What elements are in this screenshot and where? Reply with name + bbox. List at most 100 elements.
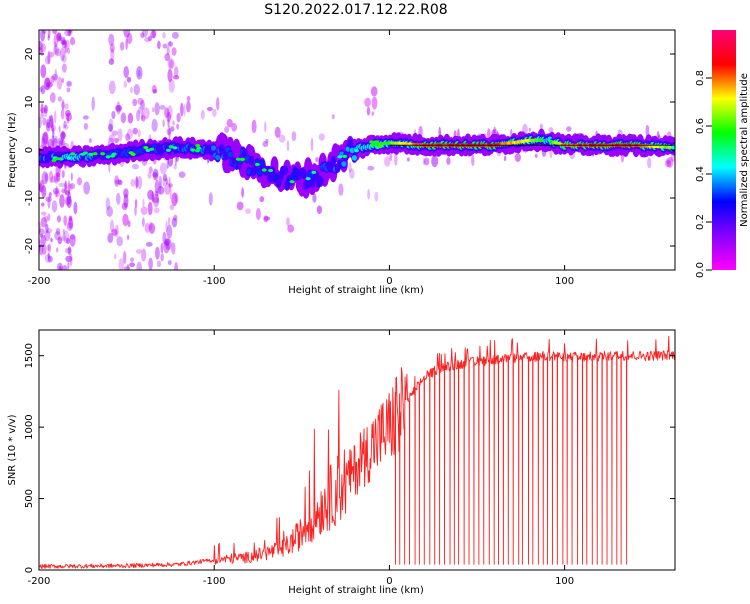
spectrogram-speckle bbox=[59, 131, 67, 140]
spectrogram-speckle bbox=[141, 248, 147, 262]
spectrogram-speckle bbox=[366, 106, 371, 116]
ridge-highlight bbox=[70, 152, 76, 156]
spectrogram-speckle bbox=[140, 206, 148, 216]
spectrogram-speckle bbox=[130, 257, 135, 263]
spectrogram-speckle bbox=[422, 158, 426, 166]
ridge-highlight bbox=[82, 151, 88, 155]
spectrogram-speckle bbox=[120, 112, 127, 124]
spectrogram-speckle bbox=[40, 216, 47, 228]
ridge-highlight bbox=[311, 170, 317, 174]
spectrogram-speckle bbox=[160, 253, 164, 262]
snr-xtick-label: -200 bbox=[28, 576, 51, 587]
spectrogram-speckle bbox=[66, 87, 71, 93]
spectrogram-speckle bbox=[236, 201, 244, 211]
spectrogram-speckle bbox=[231, 122, 238, 132]
spectrogram-speckle bbox=[160, 242, 164, 254]
snr-xtick-label: 100 bbox=[555, 576, 574, 587]
spectrogram-speckle bbox=[105, 197, 111, 211]
ridge-highlight bbox=[58, 157, 64, 161]
spectrogram-speckle bbox=[166, 157, 169, 170]
spectrogram-ytick-label: -10 bbox=[24, 190, 35, 206]
spectrogram-speckle bbox=[111, 111, 116, 119]
spectrogram-speckle bbox=[51, 135, 55, 149]
spectrogram-speckle bbox=[45, 223, 49, 234]
spectrogram-speckle bbox=[265, 138, 269, 144]
spectrogram-speckle bbox=[50, 237, 53, 243]
spectrogram-speckle bbox=[135, 249, 143, 254]
ridge-highlight bbox=[51, 158, 57, 163]
spectrogram-speckle bbox=[168, 79, 175, 93]
spectrogram-speckle bbox=[56, 215, 62, 223]
spectrogram-speckle bbox=[200, 109, 205, 120]
spectrogram-speckle bbox=[114, 253, 117, 259]
spectrogram-speckle bbox=[39, 244, 44, 256]
snr-frame bbox=[38, 329, 676, 571]
spectrogram-speckle bbox=[67, 191, 72, 205]
spectrogram-ytick-label: 10 bbox=[24, 96, 35, 109]
spectrogram-speckle bbox=[64, 182, 68, 195]
colorbar-tick-label: 0.0 bbox=[695, 262, 706, 278]
spectrogram-speckle bbox=[55, 185, 58, 198]
ridge-highlight bbox=[235, 157, 241, 161]
spectrogram-speckle bbox=[173, 164, 177, 170]
spectrogram-speckle bbox=[262, 141, 269, 148]
spectrogram-speckle bbox=[125, 133, 130, 142]
spectrogram-speckle bbox=[151, 30, 156, 39]
spectrogram-speckle bbox=[127, 220, 131, 228]
spectrogram-speckle bbox=[53, 187, 60, 195]
spectrogram-speckle bbox=[61, 131, 66, 138]
spectrogram-speckle bbox=[141, 109, 144, 120]
ridge-highlight bbox=[369, 140, 375, 144]
spectrogram-speckle bbox=[263, 216, 271, 221]
colorbar-gradient bbox=[712, 30, 736, 270]
spectrogram-speckle bbox=[39, 116, 42, 129]
spectrogram-speckle bbox=[136, 261, 142, 270]
spectrogram-speckle bbox=[178, 171, 186, 178]
spectrogram-speckle bbox=[274, 126, 281, 138]
spectrogram-speckle bbox=[171, 47, 177, 56]
ridge-inner bbox=[246, 168, 252, 175]
ridge-mid bbox=[282, 165, 288, 176]
spectrogram-speckle bbox=[263, 215, 269, 223]
spectrogram-speckle bbox=[49, 114, 54, 129]
spectrogram-speckle bbox=[67, 180, 71, 195]
spectrogram-speckle bbox=[528, 127, 531, 132]
spectrogram-speckle bbox=[165, 220, 168, 232]
spectrogram-speckle bbox=[40, 64, 47, 78]
snr-series-line bbox=[39, 335, 675, 569]
snr-ytick-label: 500 bbox=[24, 489, 35, 508]
spectrogram-speckle bbox=[43, 107, 48, 118]
spectrogram-speckle bbox=[166, 46, 170, 56]
ridge-highlight bbox=[289, 180, 295, 184]
snr-ylabel: SNR (10 * v/v) bbox=[7, 414, 18, 485]
spectrogram-speckle bbox=[48, 192, 52, 198]
spectrogram-speckle bbox=[566, 126, 572, 132]
ridge-inner bbox=[227, 151, 233, 158]
spectrogram-speckle bbox=[446, 157, 451, 165]
spectrogram-speckle bbox=[164, 182, 171, 195]
spectrogram-speckle bbox=[166, 128, 172, 136]
spectrogram-speckle bbox=[118, 258, 125, 270]
spectrogram-speckle bbox=[54, 110, 57, 124]
spectrogram-ridge bbox=[39, 128, 675, 199]
spectrogram-speckle bbox=[264, 121, 267, 133]
spectrogram-speckle bbox=[172, 120, 175, 126]
spectrogram-speckle bbox=[59, 194, 65, 208]
spectrogram-speckle bbox=[168, 183, 173, 188]
spectrogram-speckle bbox=[171, 217, 178, 228]
spectrogram-speckle bbox=[69, 233, 76, 247]
spectrogram-speckle bbox=[66, 221, 74, 231]
ridge-mid bbox=[300, 168, 307, 179]
spectrogram-speckle bbox=[151, 118, 158, 132]
spectrogram-speckle bbox=[41, 244, 47, 255]
spectrogram-speckle bbox=[61, 98, 65, 111]
spectrogram-speckle bbox=[384, 156, 391, 167]
ridge-highlight bbox=[88, 152, 94, 156]
spectrogram-speckle bbox=[55, 227, 61, 235]
spectrogram-speckle bbox=[156, 192, 159, 205]
spectrogram-speckle bbox=[278, 134, 286, 143]
spectrogram-marks bbox=[39, 30, 675, 270]
